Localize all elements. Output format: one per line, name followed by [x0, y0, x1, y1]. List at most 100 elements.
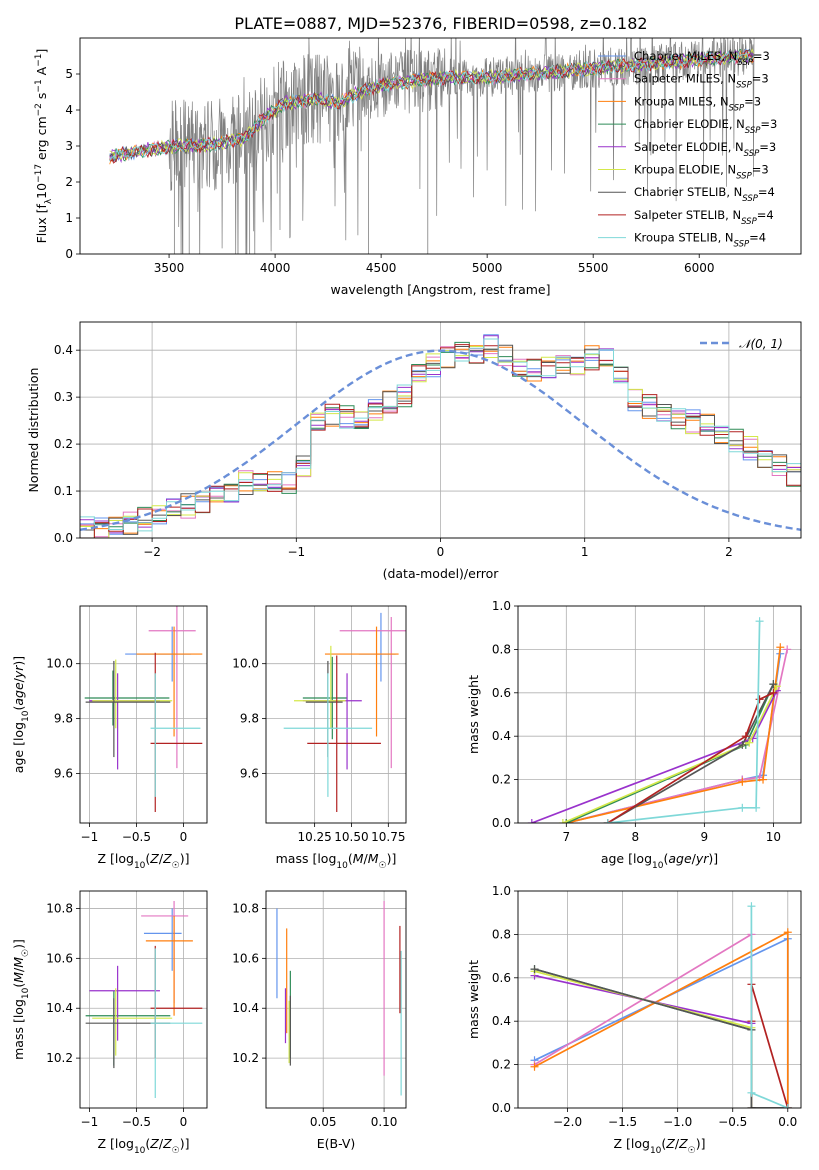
- label-part: s: [34, 93, 49, 104]
- label-part: Z [: [97, 851, 114, 866]
- label-part: M: [11, 972, 26, 983]
- weight-line: [534, 970, 753, 1108]
- errorbar-point: [283, 673, 373, 797]
- weight-line: [607, 683, 775, 823]
- weight-line: [534, 968, 753, 1108]
- axes-mass-vs-EBV: 0.05 0.10 10.2 10.4 10.6 10.8 E(B-V): [232, 890, 407, 1151]
- x-tick-label: −2: [143, 545, 161, 559]
- axes-frame: [79, 37, 802, 255]
- legend-suffix: =3: [752, 72, 769, 86]
- label-part: yr: [695, 851, 709, 866]
- label-part: (: [145, 851, 150, 866]
- errorbar-point: [150, 945, 203, 1059]
- errorbar-point: [148, 606, 196, 769]
- legend-sub: SSP: [734, 240, 750, 250]
- x-tick-label: 10.75: [371, 830, 405, 844]
- y-axis-label: mass weight: [466, 675, 481, 754]
- axes-frame: [517, 890, 802, 1109]
- errorbar-point: [150, 948, 203, 1099]
- x-axis-label: wavelength [Angstrom, rest frame]: [330, 282, 550, 297]
- legend-text: Kroupa MILES, N: [634, 94, 729, 108]
- histogram-step: [80, 338, 801, 532]
- label-part: /: [159, 1136, 164, 1151]
- model-spectrum-line: [109, 48, 754, 161]
- x-tick-label: 4000: [260, 261, 291, 275]
- label-part: 10: [21, 710, 31, 722]
- legend-text: Salpeter ELODIE, N: [634, 140, 744, 154]
- errorbar-point: [294, 645, 346, 729]
- histogram-step: [80, 344, 801, 538]
- y-tick-label: 9.6: [240, 767, 259, 781]
- label-part: )]: [387, 851, 397, 866]
- x-axis-label: (data-model)/error: [383, 566, 500, 581]
- label-part: −2: [34, 103, 44, 116]
- legend-label: Chabrier MILES, NSSP=3: [634, 49, 770, 68]
- errorbar-point: [136, 626, 203, 737]
- y-tick-label: 0.6: [492, 971, 511, 985]
- axes-weight-vs-Z: −2.0 −1.5 −1.0 −0.5 0.0 0.0 0.2 0.4 0.6 0.8 1.0 Z […: [466, 884, 802, 1156]
- legend-text: Kroupa ELODIE, N: [634, 163, 736, 177]
- label-part: Z: [665, 1136, 675, 1151]
- y-tick-label: 0.4: [492, 729, 511, 743]
- label-part: (: [661, 1136, 666, 1151]
- legend-sub: SSP: [737, 58, 753, 68]
- label-part: log: [317, 851, 336, 866]
- label-part: (: [663, 851, 668, 866]
- legend-sub: SSP: [745, 126, 761, 136]
- x-tick-label: 7: [562, 830, 570, 844]
- weight-line: [534, 968, 788, 1108]
- label-part: 10: [21, 987, 31, 999]
- x-axis-label: mass [log10(M/M☉)]: [276, 851, 397, 871]
- label-part: /: [364, 851, 369, 866]
- x-tick-label: −0.5: [122, 1115, 151, 1129]
- x-tick-label: 0.10: [371, 1115, 398, 1129]
- y-tick-label: 10.6: [46, 951, 73, 965]
- x-axis-label: Z [log10(Z/Z☉)]: [97, 1136, 189, 1156]
- label-part: 10: [134, 1146, 146, 1156]
- label-part: −1: [34, 54, 44, 67]
- y-tick-label: 4: [65, 103, 73, 117]
- label-part: erg cm: [34, 116, 49, 164]
- y-tick-label: 10.8: [232, 901, 259, 915]
- x-tick-label: −1.0: [663, 1115, 692, 1129]
- label-part: 10: [650, 1146, 662, 1156]
- y-tick-label: 0.0: [492, 816, 511, 830]
- label-part: ]: [34, 49, 49, 54]
- errorbar-point: [358, 612, 396, 682]
- errorbar-point: [324, 626, 399, 737]
- weight-line: [566, 647, 782, 823]
- x-axis-label: E(B-V): [317, 1136, 356, 1151]
- errorbar-point: [145, 915, 193, 1016]
- label-part: Z: [162, 1136, 172, 1151]
- weight-line: [534, 974, 753, 1108]
- label-part: /: [692, 851, 697, 866]
- legend-suffix: =3: [760, 117, 777, 131]
- y-tick-label: 1: [65, 211, 73, 225]
- figure-title: PLATE=0887, MJD=52376, FIBERID=0598, z=0…: [234, 14, 647, 33]
- y-tick-label: 10.0: [232, 657, 259, 671]
- legend-text: Salpeter MILES, N: [634, 72, 736, 86]
- legend-suffix: =3: [759, 140, 776, 154]
- x-tick-label: 1: [581, 545, 589, 559]
- y-tick-label: 0.0: [492, 1101, 511, 1115]
- errorbar-point: [92, 659, 173, 729]
- label-part: Z [: [613, 1136, 630, 1151]
- legend-suffix: =4: [749, 231, 766, 245]
- label-part: mass [: [11, 1018, 26, 1060]
- y-tick-label: 10.0: [46, 657, 73, 671]
- x-tick-label: 6000: [684, 261, 715, 275]
- label-part: Z: [149, 1136, 159, 1151]
- axes-frame: [79, 890, 208, 1109]
- errorbar-point: [92, 988, 173, 1056]
- y-axis-label: mass weight: [466, 960, 481, 1039]
- legend-label: Kroupa MILES, NSSP=3: [634, 94, 761, 113]
- axes-age-vs-Z: −1 −0.5 09.69.810.0Z [log10(Z/Z☉)]age [log…: [11, 605, 208, 871]
- plot-area-mass-vs-Z: [85, 900, 203, 1099]
- normal-curve-line: [80, 349, 801, 531]
- legend-text: Kroupa STELIB, N: [634, 231, 734, 245]
- histogram-step: [80, 345, 801, 534]
- y-axis-label: Normed distribution: [26, 368, 41, 493]
- weight-line: [566, 649, 789, 823]
- x-tick-label: 10.25: [297, 830, 331, 844]
